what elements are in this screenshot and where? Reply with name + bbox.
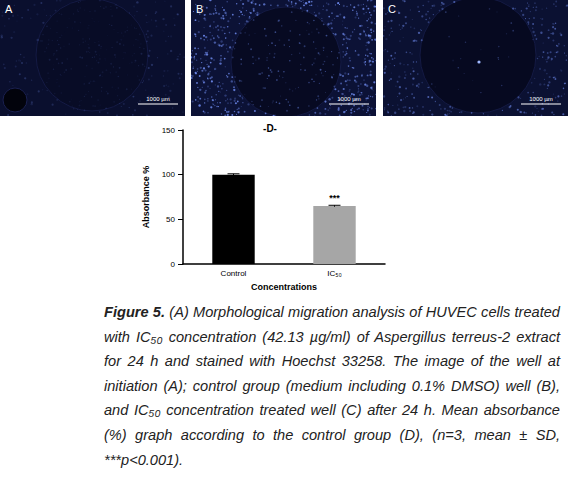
svg-text:100: 100	[162, 170, 176, 179]
svg-text:B: B	[196, 3, 203, 15]
svg-text:1000 µm: 1000 µm	[529, 96, 552, 102]
svg-text:Concentrations: Concentrations	[251, 282, 317, 292]
svg-text:***: ***	[329, 193, 340, 203]
svg-text:-D-: -D-	[263, 123, 277, 134]
svg-text:1000 µm: 1000 µm	[337, 96, 360, 102]
svg-text:1000 µm: 1000 µm	[146, 96, 169, 102]
svg-text:Control: Control	[221, 269, 247, 278]
svg-text:150: 150	[162, 126, 176, 135]
svg-text:0: 0	[171, 260, 176, 269]
svg-text:IC₅₀: IC₅₀	[327, 269, 342, 278]
svg-text:Absorbance %: Absorbance %	[141, 166, 151, 229]
svg-text:50: 50	[166, 215, 175, 224]
svg-text:C: C	[388, 3, 396, 15]
svg-text:A: A	[5, 3, 13, 15]
html-text:Figure 5. (A) Morphological mi: Figure 5. (A) Morphological migration an…	[104, 304, 560, 468]
